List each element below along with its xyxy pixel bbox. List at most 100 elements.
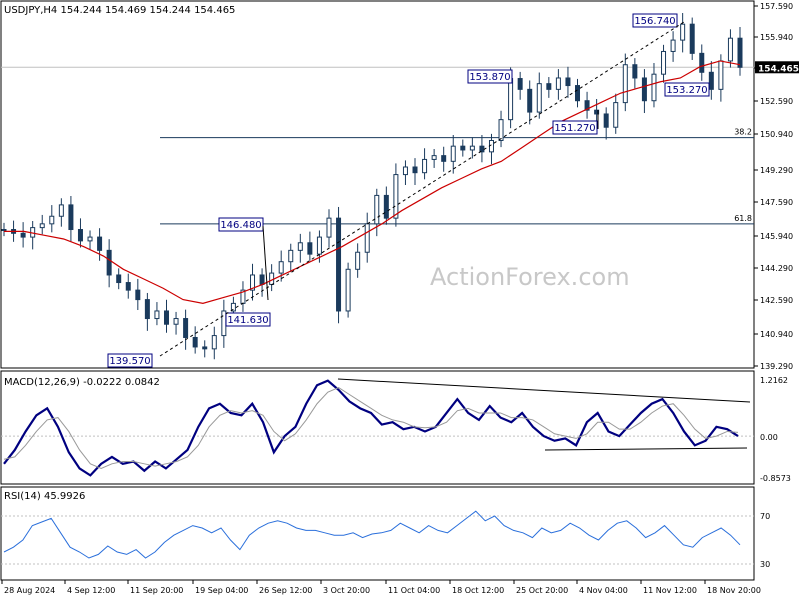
candle-body <box>383 194 389 219</box>
rsi-title: RSI(14) 45.9926 <box>4 491 85 502</box>
x-tick-label: 18 Nov 20:00 <box>707 586 761 595</box>
y-tick-label: 150.940 <box>760 130 793 139</box>
candle-body <box>326 217 332 238</box>
annotation-connector <box>262 225 269 301</box>
candle-body <box>603 113 609 128</box>
candle-body <box>144 299 150 320</box>
x-tick-label: 25 Oct 20:00 <box>516 586 568 595</box>
price-annotation-box <box>107 353 153 368</box>
candle-body <box>670 39 676 52</box>
candle-body <box>192 336 198 348</box>
candle-body <box>613 102 619 128</box>
price-annotation-box <box>225 312 271 327</box>
y-tick-label: 145.940 <box>760 232 793 241</box>
candle-body <box>278 261 284 274</box>
candle-body <box>106 249 112 276</box>
moving-average-line <box>4 60 741 305</box>
candle-body <box>402 166 408 176</box>
current-price-tag <box>755 61 799 74</box>
candle-body <box>173 318 179 325</box>
candle-body <box>565 77 571 87</box>
rsi-tick-label: 70 <box>760 512 770 521</box>
x-tick-label: 3 Oct 20:00 <box>323 586 370 595</box>
y-tick-label: 157.590 <box>760 2 793 11</box>
candle-body <box>97 236 103 251</box>
x-tick-label: 11 Nov 12:00 <box>643 586 697 595</box>
candle-body <box>508 78 514 121</box>
candle-body <box>49 215 55 225</box>
macd-title: MACD(12,26,9) -0.0222 0.0842 <box>4 377 160 388</box>
candle-body <box>594 109 600 115</box>
candle-body <box>116 274 122 284</box>
y-tick-label: 149.290 <box>760 166 793 175</box>
candle-body <box>230 302 236 312</box>
watermark: ActionForex.com <box>430 263 630 291</box>
candle-body <box>183 318 189 338</box>
candle-body <box>211 335 217 350</box>
candle-body <box>441 155 447 162</box>
candle-body <box>250 274 256 291</box>
candle-body <box>77 229 83 242</box>
macd-tick-label: 1.2162 <box>760 376 788 385</box>
candle-body <box>20 232 26 238</box>
y-tick-label: 142.590 <box>760 296 793 305</box>
price-annotation-box <box>552 120 598 135</box>
price-annotation-label: 156.740 <box>634 16 675 27</box>
candle-body <box>87 236 93 242</box>
y-tick-label: 139.290 <box>760 362 793 371</box>
price-annotation-label: 146.480 <box>220 220 261 231</box>
rsi-plot <box>1 510 754 565</box>
y-tick-label: 144.290 <box>760 264 793 273</box>
candle-body <box>58 204 64 217</box>
candle-body <box>39 223 45 229</box>
candle-body <box>555 77 561 90</box>
candle-body <box>288 249 294 263</box>
candle-body <box>355 251 361 270</box>
fib-level-label: 38.2 <box>734 128 752 137</box>
candle-body <box>154 310 160 320</box>
candle-body <box>460 145 466 151</box>
y-tick-label: 152.590 <box>760 97 793 106</box>
candle-body <box>718 60 724 90</box>
candle-body <box>221 310 227 337</box>
candle-body <box>699 52 705 73</box>
x-tick-label: 26 Sep 12:00 <box>259 586 312 595</box>
candle-body <box>680 23 686 41</box>
x-tick-label: 11 Oct 04:00 <box>388 586 440 595</box>
candle-body <box>345 268 351 312</box>
candle-body <box>737 37 743 68</box>
candle-body <box>269 272 275 285</box>
candle-body <box>259 274 265 285</box>
macd-tick-label: 0.00 <box>760 433 778 442</box>
candle-body <box>163 310 169 325</box>
current-price-tag-label: 154.465 <box>758 64 799 74</box>
price-annotation-box <box>632 13 678 28</box>
x-tick-label: 18 Oct 12:00 <box>452 586 504 595</box>
price-plot: 38.2 61.8 156.740 153.870 153.270 151.270 146.… <box>1 13 754 368</box>
candle-body <box>316 236 322 255</box>
candle-body <box>307 242 313 255</box>
x-tick-label: 19 Sep 04:00 <box>195 586 248 595</box>
y-tick-label: 140.940 <box>760 330 793 339</box>
price-annotation-label: 151.270 <box>554 123 595 134</box>
candle-body <box>202 346 208 350</box>
x-tick-label: 4 Nov 04:00 <box>579 586 628 595</box>
x-tick-label: 28 Aug 2024 <box>4 586 55 595</box>
macd-tick-label: -0.8573 <box>760 474 791 483</box>
price-annotation-box <box>664 82 710 97</box>
fib-level-label: 61.8 <box>734 214 752 223</box>
price-annotation-label: 153.870 <box>469 72 510 83</box>
candle-body <box>422 158 428 174</box>
price-panel <box>0 0 755 369</box>
candle-body <box>431 155 437 160</box>
macd-line <box>3 379 739 477</box>
x-tick-label: 4 Sep 12:00 <box>67 586 115 595</box>
candle-body <box>135 289 141 301</box>
price-annotation-label: 139.570 <box>109 356 150 367</box>
candle-body <box>68 204 74 231</box>
candle-body <box>727 37 733 62</box>
candle-body <box>125 282 131 291</box>
x-tick-label: 11 Sep 20:00 <box>130 586 183 595</box>
